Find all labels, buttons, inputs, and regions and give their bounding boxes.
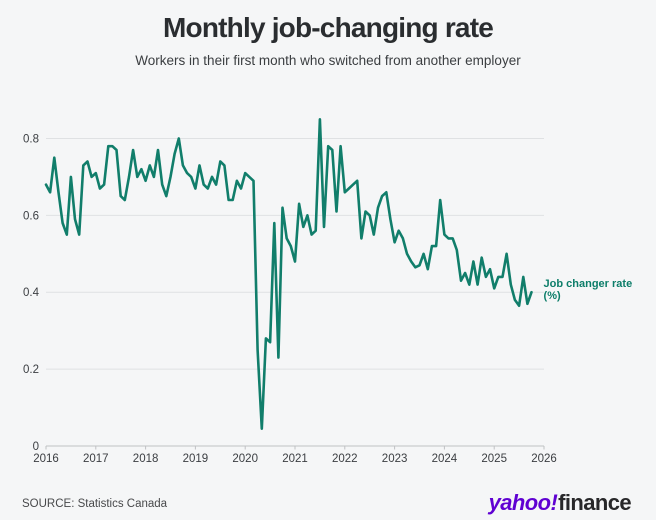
- x-tick-label: 2026: [531, 453, 557, 465]
- series-label: Job changer rate: [544, 278, 633, 290]
- y-tick-label: 0: [33, 441, 39, 453]
- yahoo-finance-logo: yahoo!finance: [488, 490, 632, 516]
- y-tick-label: 0.6: [23, 210, 39, 222]
- y-tick-label: 0.4: [23, 287, 40, 299]
- source-note: SOURCE: Statistics Canada: [22, 498, 168, 510]
- finance-wordmark: finance: [558, 490, 631, 515]
- x-tick-label: 2024: [432, 453, 458, 465]
- y-tick-label: 0.8: [23, 133, 39, 145]
- y-tick-label: 0.2: [23, 364, 39, 376]
- yahoo-wordmark: yahoo: [488, 490, 551, 515]
- job-changer-rate-line: [44, 118, 533, 431]
- x-tick-label: 2021: [282, 453, 308, 465]
- x-tick-label: 2023: [382, 453, 408, 465]
- x-tick-label: 2016: [33, 453, 59, 465]
- series-label: (%): [544, 290, 561, 302]
- x-tick-label: 2017: [83, 453, 109, 465]
- x-tick-label: 2018: [133, 453, 159, 465]
- x-tick-label: 2025: [481, 453, 507, 465]
- chart-subtitle: Workers in their first month who switche…: [135, 53, 521, 68]
- x-tick-label: 2019: [183, 453, 209, 465]
- x-tick-label: 2022: [332, 453, 358, 465]
- chart-title: Monthly job-changing rate: [163, 12, 494, 43]
- x-tick-label: 2020: [232, 453, 258, 465]
- yahoo-exclamation: !: [550, 490, 558, 515]
